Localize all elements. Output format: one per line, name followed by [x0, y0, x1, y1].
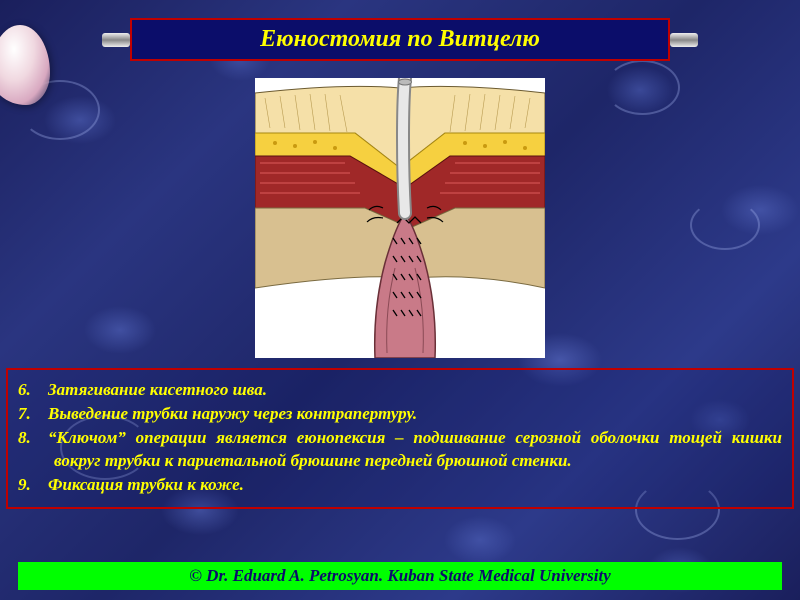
slide-title: Еюностомия по Витцелю	[260, 26, 540, 52]
list-item: 6.Затягивание кисетного шва.	[18, 378, 782, 402]
list-item: 7.Выведение трубки наружу через контрапе…	[18, 402, 782, 426]
list-item-number: 6.	[18, 378, 48, 402]
list-item-text: Выведение трубки наружу через контраперт…	[48, 404, 417, 423]
list-item-text: Затягивание кисетного шва.	[48, 380, 267, 399]
title-bar-container: Еюностомия по Витцелю	[0, 18, 800, 61]
steps-list: 6.Затягивание кисетного шва. 7.Выведение…	[18, 378, 782, 497]
title-bar: Еюностомия по Витцелю	[130, 18, 670, 61]
list-item-number: 9.	[18, 473, 48, 497]
steps-text-box: 6.Затягивание кисетного шва. 7.Выведение…	[6, 368, 794, 509]
bg-swirl	[690, 200, 760, 250]
title-rod-right	[670, 33, 698, 47]
list-item: 8.“Ключом” операции является еюнопексия …	[18, 426, 782, 474]
footer-text: © Dr. Eduard A. Petrosyan. Kuban State M…	[189, 566, 611, 585]
title-rod-left	[102, 33, 130, 47]
list-item-number: 7.	[18, 402, 48, 426]
list-item-text: “Ключом” операции является еюнопексия – …	[48, 428, 782, 471]
bg-swirl	[605, 60, 680, 115]
list-item-number: 8.	[18, 426, 48, 450]
footer-bar: © Dr. Eduard A. Petrosyan. Kuban State M…	[18, 562, 782, 590]
list-item-text: Фиксация трубки к коже.	[48, 475, 244, 494]
surgical-illustration	[255, 78, 545, 358]
list-item: 9.Фиксация трубки к коже.	[18, 473, 782, 497]
